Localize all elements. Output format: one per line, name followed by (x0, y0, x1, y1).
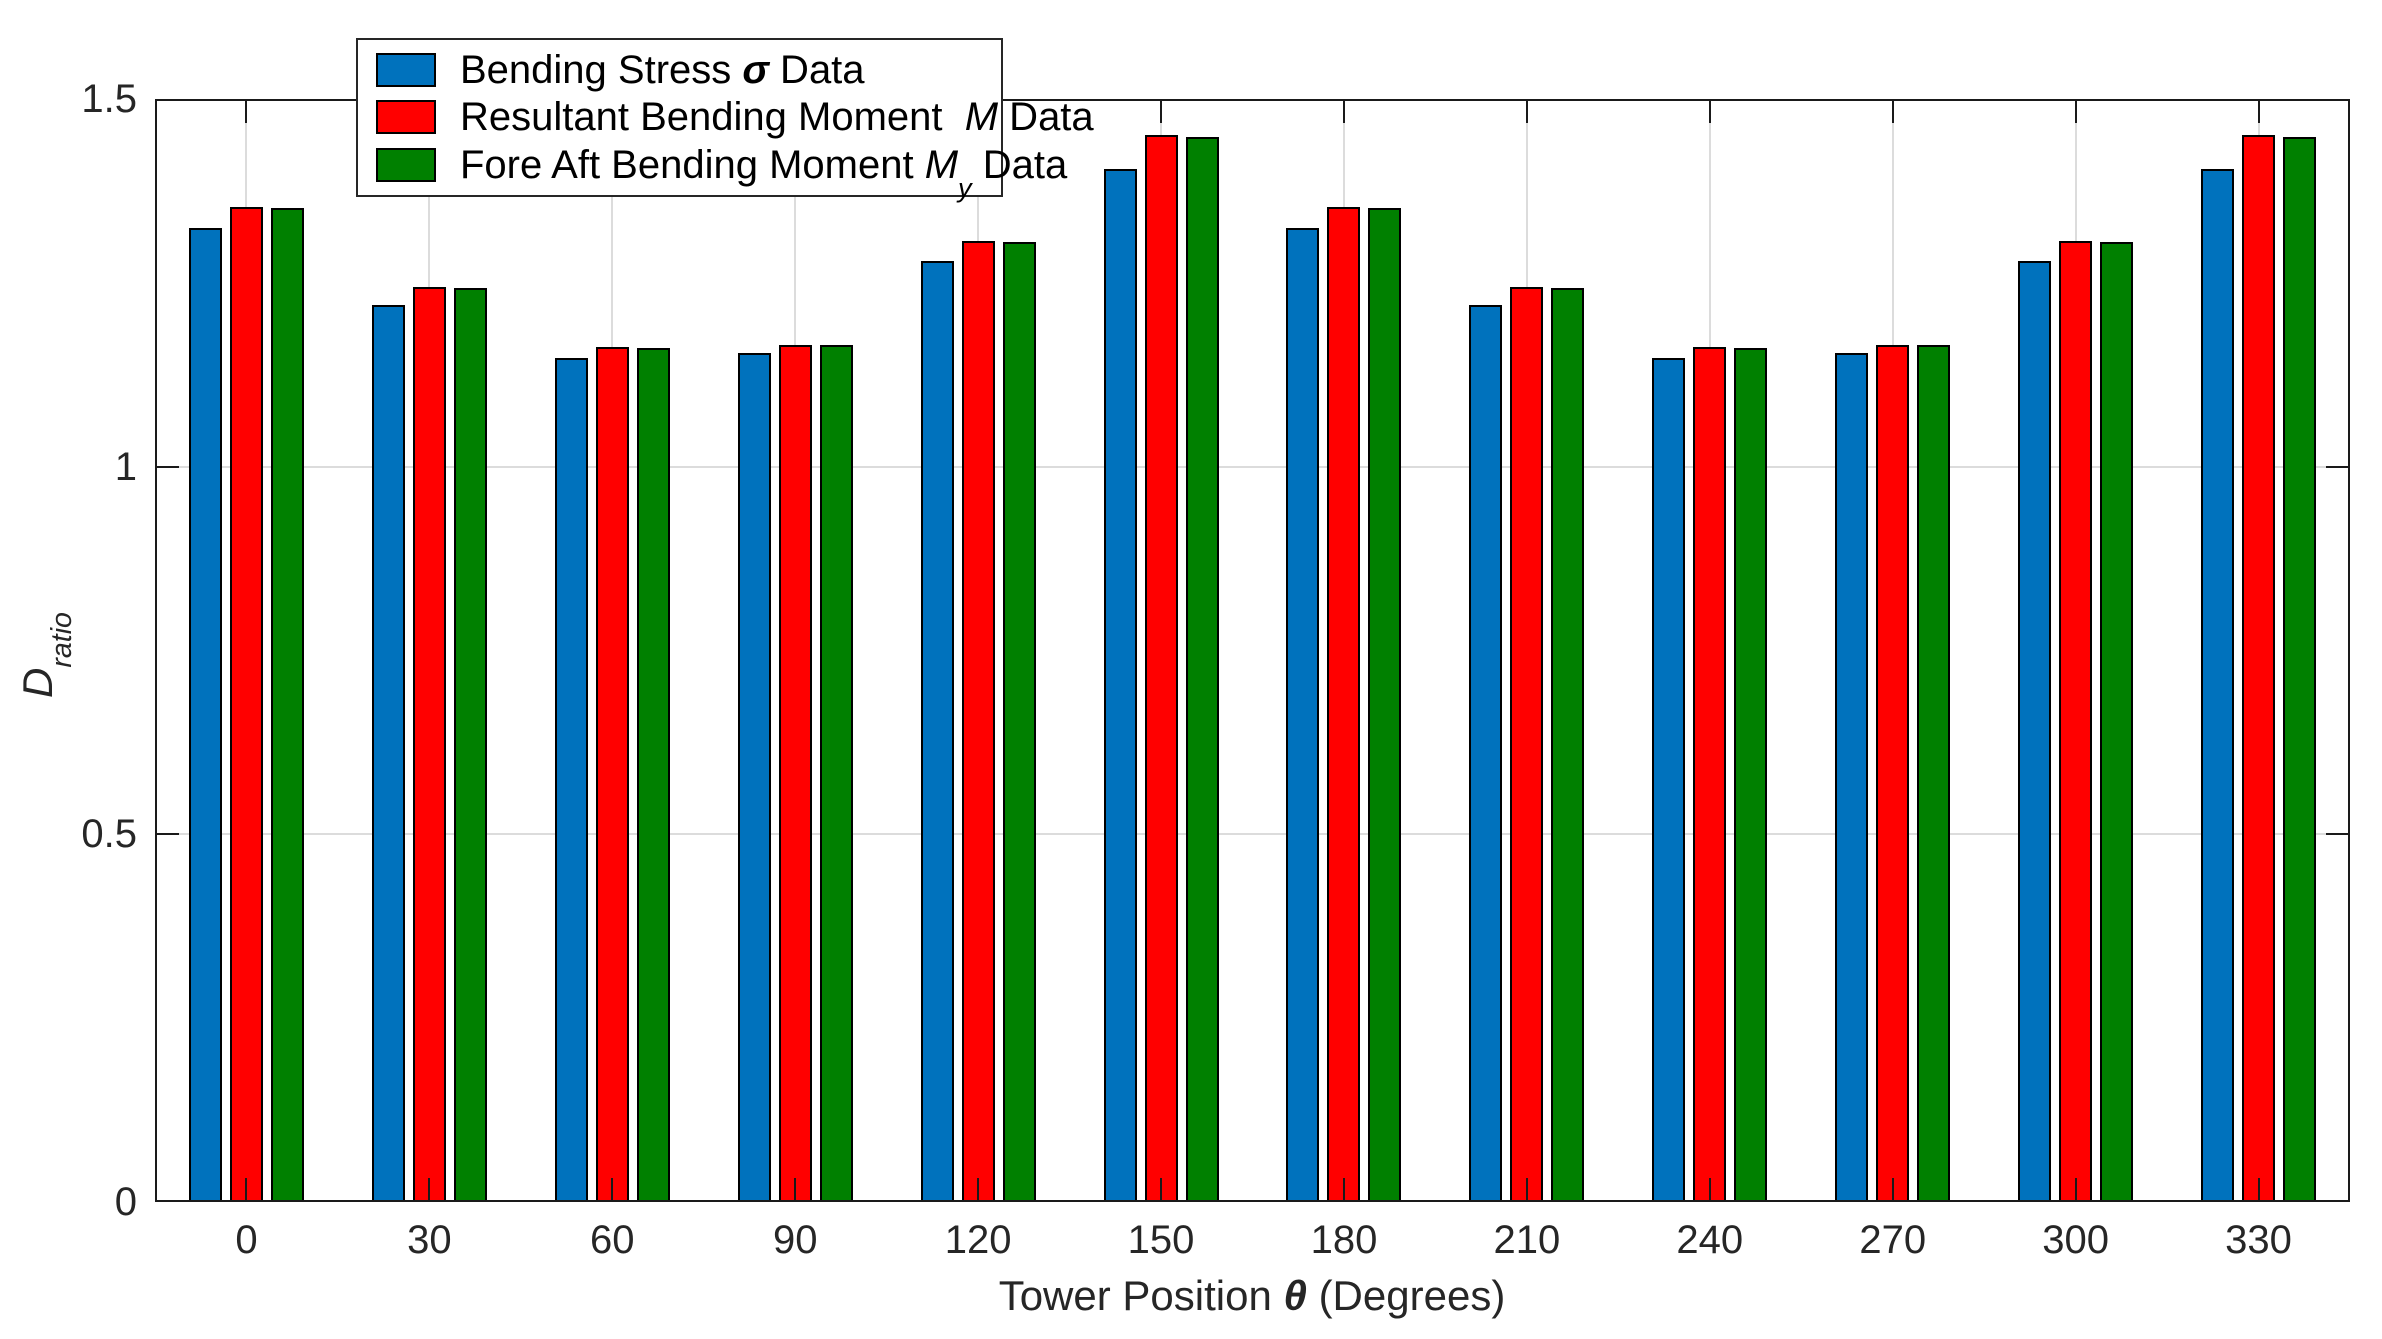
legend-item: Bending Stress σ Data (376, 50, 1001, 90)
bar-bending-stress-σ-data-120 (920, 260, 954, 1202)
bar-fore-aft-bending-moment-my-data-150 (1185, 136, 1219, 1202)
x-tick-label: 30 (407, 1218, 452, 1262)
x-tick-bottom (245, 1178, 248, 1202)
bar-resultant-bending-moment-m-data-120 (961, 240, 995, 1202)
bar-fore-aft-bending-moment-my-data-270 (1917, 344, 1951, 1202)
x-tick-top (1160, 99, 1163, 123)
bar-bending-stress-σ-data-60 (554, 357, 588, 1202)
bar-bending-stress-σ-data-90 (737, 352, 771, 1202)
x-tick-bottom (428, 1178, 431, 1202)
x-axis-label: Tower Position θ (Degrees) (999, 1272, 1506, 1320)
x-tick-top (1525, 99, 1528, 123)
bar-resultant-bending-moment-m-data-180 (1327, 207, 1361, 1202)
bar-bending-stress-σ-data-240 (1652, 357, 1686, 1202)
x-tick-label: 60 (590, 1218, 635, 1262)
legend-item: Resultant Bending Moment M Data (376, 97, 1094, 137)
bar-bending-stress-σ-data-150 (1103, 168, 1137, 1202)
x-tick-top (245, 99, 248, 123)
bar-bending-stress-σ-data-30 (371, 304, 405, 1202)
x-tick-top (1891, 99, 1894, 123)
y-tick-right (2326, 833, 2350, 836)
bar-resultant-bending-moment-m-data-330 (2242, 135, 2276, 1202)
x-tick-bottom (1891, 1178, 1894, 1202)
legend-label: Bending Stress σ Data (460, 47, 865, 92)
x-tick-label: 150 (1127, 1218, 1195, 1262)
x-tick-label: 330 (2225, 1218, 2292, 1262)
x-tick-label: 240 (1676, 1218, 1744, 1262)
bar-fore-aft-bending-moment-my-data-330 (2283, 136, 2317, 1202)
x-tick-bottom (1160, 1178, 1163, 1202)
bar-fore-aft-bending-moment-my-data-60 (636, 347, 670, 1202)
y-tick-label: 0 (114, 1180, 137, 1224)
bar-resultant-bending-moment-m-data-300 (2059, 240, 2093, 1202)
bar-resultant-bending-moment-m-data-270 (1876, 344, 1910, 1202)
legend-swatch (376, 100, 436, 135)
x-tick-label: 120 (944, 1218, 1012, 1262)
x-tick-label: 210 (1493, 1218, 1561, 1262)
y-tick-right (2326, 465, 2350, 468)
x-tick-top (2074, 99, 2077, 123)
x-axis-label-post: (Degrees) (1306, 1272, 1506, 1319)
x-tick-label: 300 (2042, 1218, 2109, 1262)
theta-symbol: θ (1283, 1272, 1307, 1319)
bar-resultant-bending-moment-m-data-60 (595, 346, 629, 1202)
bar-bending-stress-σ-data-180 (1286, 227, 1320, 1202)
x-tick-bottom (611, 1178, 614, 1202)
bar-bending-stress-σ-data-270 (1835, 352, 1869, 1202)
legend-item: Fore Aft Bending Moment My Data (376, 145, 1067, 201)
bar-resultant-bending-moment-m-data-30 (412, 287, 446, 1202)
legend-label: Fore Aft Bending Moment My Data (460, 143, 1068, 203)
y-axis-label-sub: ratio (46, 612, 79, 668)
bar-resultant-bending-moment-m-data-210 (1510, 287, 1544, 1202)
y-tick-left (155, 833, 179, 836)
x-tick-label: 90 (772, 1218, 818, 1262)
y-tick-label: 1.5 (81, 77, 137, 121)
x-tick-top (1708, 99, 1711, 123)
bar-resultant-bending-moment-m-data-150 (1144, 135, 1178, 1202)
bar-bending-stress-σ-data-330 (2201, 168, 2235, 1202)
x-tick-bottom (1525, 1178, 1528, 1202)
legend: Bending Stress σ Data Resultant Bending M… (356, 38, 1094, 201)
bar-fore-aft-bending-moment-my-data-120 (1002, 241, 1036, 1202)
x-tick-label: 270 (1859, 1218, 1927, 1262)
x-tick-top (1342, 99, 1345, 123)
bar-fore-aft-bending-moment-my-data-90 (819, 344, 853, 1202)
plot-area (155, 99, 2350, 1202)
x-axis-label-pre: Tower Position (998, 1272, 1284, 1319)
x-tick-bottom (977, 1178, 980, 1202)
bar-resultant-bending-moment-m-data-90 (778, 344, 812, 1202)
y-tick-left (155, 465, 179, 468)
x-tick-label: 0 (235, 1218, 258, 1262)
x-tick-bottom (1342, 1178, 1345, 1202)
x-tick-bottom (2074, 1178, 2077, 1202)
legend-swatch (376, 52, 436, 87)
bar-fore-aft-bending-moment-my-data-30 (453, 287, 487, 1202)
y-tick-label: 1 (114, 444, 137, 489)
x-tick-bottom (1708, 1178, 1711, 1202)
y-axis-label: Dratio (14, 612, 78, 698)
bar-fore-aft-bending-moment-my-data-300 (2100, 241, 2134, 1202)
bar-resultant-bending-moment-m-data-0 (229, 207, 263, 1202)
bar-bending-stress-σ-data-0 (188, 227, 222, 1202)
x-tick-label: 180 (1310, 1218, 1378, 1262)
bar-fore-aft-bending-moment-my-data-0 (270, 207, 304, 1202)
x-tick-bottom (2257, 1178, 2260, 1202)
bar-fore-aft-bending-moment-my-data-180 (1368, 207, 1402, 1202)
bar-fore-aft-bending-moment-my-data-210 (1551, 287, 1585, 1202)
legend-label: Resultant Bending Moment M Data (460, 95, 1094, 140)
gridline-horizontal (155, 833, 2350, 836)
x-tick-bottom (794, 1178, 797, 1202)
bar-bending-stress-σ-data-300 (2018, 260, 2052, 1202)
bar-resultant-bending-moment-m-data-240 (1693, 346, 1727, 1202)
gridline-horizontal (155, 465, 2350, 468)
bar-bending-stress-σ-data-210 (1469, 304, 1503, 1202)
bar-fore-aft-bending-moment-my-data-240 (1734, 347, 1768, 1202)
y-axis-label-main: D (14, 667, 61, 698)
x-tick-top (2257, 99, 2260, 123)
legend-swatch (376, 148, 436, 183)
y-tick-label: 0.5 (81, 812, 137, 857)
